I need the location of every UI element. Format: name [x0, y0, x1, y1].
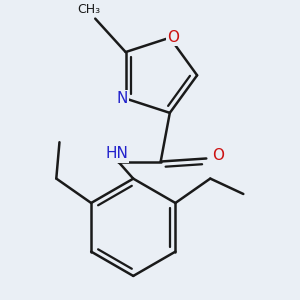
- Text: N: N: [117, 91, 128, 106]
- Text: CH₃: CH₃: [78, 3, 101, 16]
- Text: HN: HN: [105, 146, 128, 161]
- Text: O: O: [212, 148, 224, 163]
- Text: O: O: [167, 30, 179, 45]
